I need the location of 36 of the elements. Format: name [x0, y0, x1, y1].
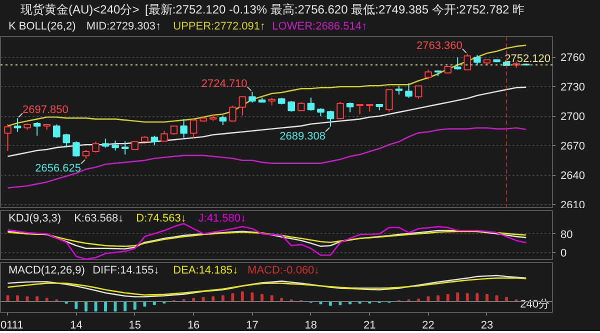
series-label: DEA:14.185↓: [173, 264, 238, 276]
annotation: 2724.710: [201, 78, 248, 90]
x-tick-label: 23: [480, 320, 494, 332]
y-tick-label: 2670: [560, 140, 585, 153]
series-label: J:41.580↓: [198, 212, 246, 224]
x-tick-label: 17: [246, 320, 258, 332]
text: LOWER:2686.514↑: [272, 20, 367, 32]
x-tick-label: 18: [304, 320, 318, 332]
annotation: 2697.850: [22, 104, 68, 116]
text: UPPER:2772.091↑: [173, 20, 266, 32]
x-tick-label: 14: [70, 320, 82, 332]
legend-title: K BOLL(26,2): [8, 20, 76, 32]
y-tick-label: 2760: [560, 52, 585, 64]
series-label: K:63.568↓: [74, 212, 124, 224]
y-tick-label: 80: [560, 228, 573, 241]
series-label: D:74.563↓: [136, 212, 186, 224]
x-tick-label: 15: [128, 320, 142, 332]
legend-title: MACD(12,26,9): [8, 264, 85, 276]
ref-line-label: 2752.120: [504, 52, 551, 65]
y-tick-label: 2640: [560, 170, 585, 182]
chart-subtitle: [最新:2752.120 -0.13% 最高:2756.620 最低:2749.385 今开:2752.782 昨: [144, 2, 525, 16]
text: MID:2729.303↑: [86, 20, 162, 32]
series-label: DIFF:14.155↓: [92, 264, 160, 276]
x-tick-label: 16: [187, 320, 200, 332]
y-tick-label: 0: [560, 247, 567, 260]
y-tick-label: 2730: [560, 82, 585, 94]
chart-title: 现货黄金(AU)<240分>: [20, 2, 140, 16]
y-tick-label: 2700: [560, 111, 585, 124]
x-tick-label: 0111: [0, 320, 24, 332]
legend-title: KDJ(9,3,3): [8, 212, 62, 224]
x-tick-label: 21: [363, 320, 376, 332]
x-tick-label: 22: [422, 320, 434, 332]
annotation: 2763.360: [416, 40, 462, 52]
annotation: 2656.625: [35, 162, 81, 175]
series-label: MACD:-0.060↓: [248, 264, 320, 276]
annotation: 2689.308: [280, 130, 326, 143]
